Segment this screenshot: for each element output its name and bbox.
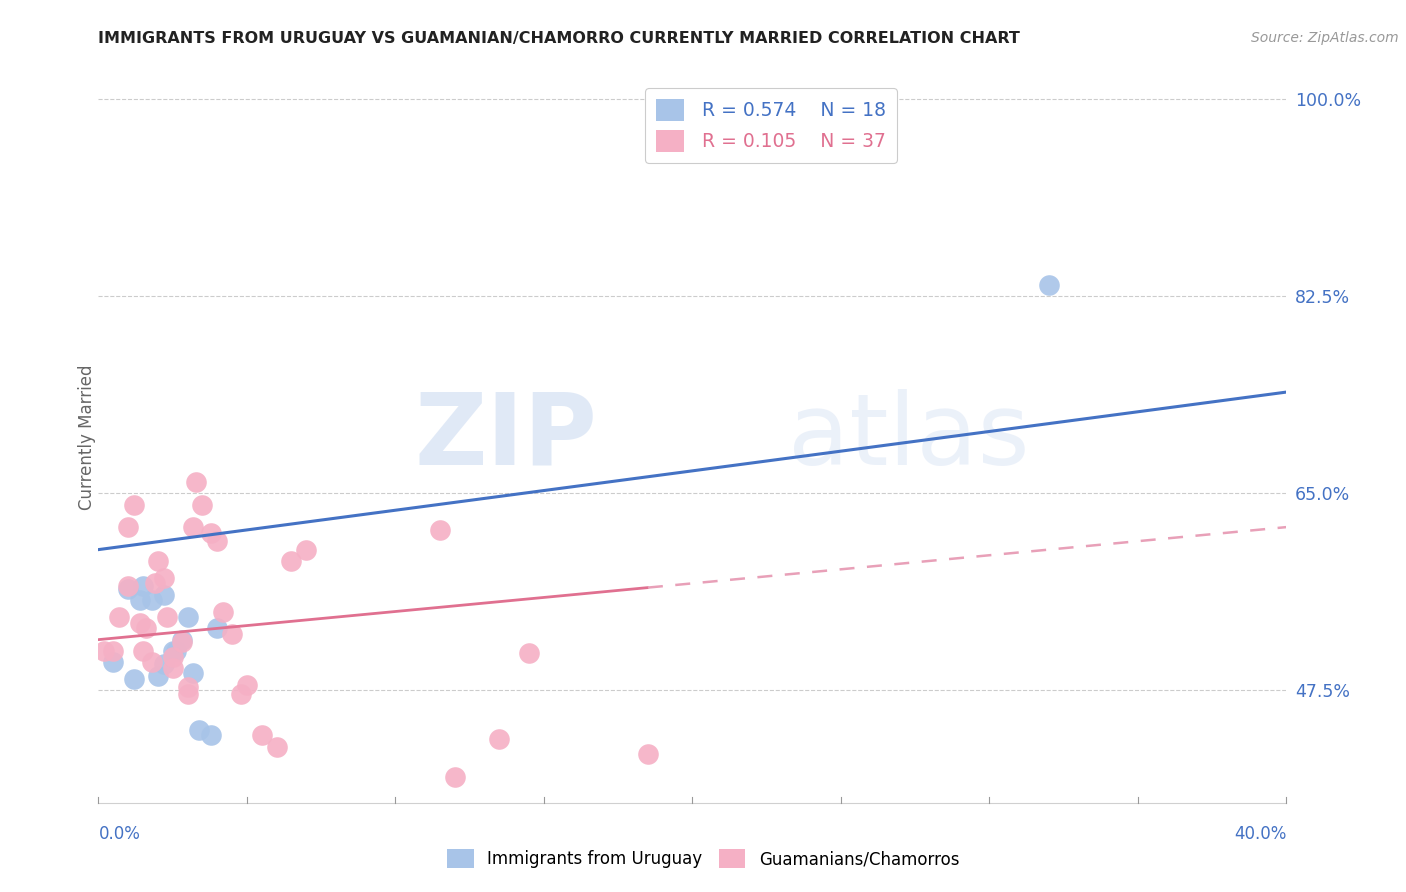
Point xyxy=(207,533,229,548)
Legend: Immigrants from Uruguay, Guamanians/Chamorros: Immigrants from Uruguay, Guamanians/Cham… xyxy=(440,843,966,875)
Point xyxy=(517,646,540,660)
Point xyxy=(141,655,163,669)
Legend:  R = 0.574    N = 18,  R = 0.105    N = 37: R = 0.574 N = 18, R = 0.105 N = 37 xyxy=(645,88,897,163)
Point xyxy=(176,680,198,694)
Point xyxy=(183,520,205,534)
Point xyxy=(146,668,169,682)
Point xyxy=(146,554,169,568)
Y-axis label: Currently Married: Currently Married xyxy=(79,364,96,510)
Point xyxy=(170,632,193,647)
Point xyxy=(188,723,211,737)
Point xyxy=(266,739,288,754)
Point xyxy=(183,666,205,681)
Point xyxy=(229,687,252,701)
Point xyxy=(103,655,125,669)
Point xyxy=(132,644,155,658)
Point xyxy=(152,657,174,672)
Text: ZIP: ZIP xyxy=(415,389,598,485)
Point xyxy=(200,728,222,742)
Point xyxy=(122,498,145,512)
Point xyxy=(207,621,229,635)
Point xyxy=(488,731,510,746)
Point xyxy=(152,588,174,602)
Point xyxy=(141,593,163,607)
Point xyxy=(103,644,125,658)
Point xyxy=(129,593,152,607)
Point xyxy=(117,579,139,593)
Point xyxy=(250,728,273,742)
Text: 40.0%: 40.0% xyxy=(1234,825,1286,843)
Point xyxy=(176,687,198,701)
Point xyxy=(191,498,214,512)
Text: IMMIGRANTS FROM URUGUAY VS GUAMANIAN/CHAMORRO CURRENTLY MARRIED CORRELATION CHAR: IMMIGRANTS FROM URUGUAY VS GUAMANIAN/CHA… xyxy=(98,31,1021,46)
Point xyxy=(122,672,145,686)
Point xyxy=(143,576,166,591)
Point xyxy=(429,524,451,538)
Point xyxy=(162,644,184,658)
Point xyxy=(200,525,222,540)
Point xyxy=(170,635,193,649)
Point xyxy=(162,661,184,675)
Text: 0.0%: 0.0% xyxy=(98,825,141,843)
Point xyxy=(186,475,208,489)
Point xyxy=(135,621,157,635)
Point xyxy=(132,579,155,593)
Point xyxy=(295,542,318,557)
Point xyxy=(93,644,115,658)
Point xyxy=(176,610,198,624)
Point xyxy=(117,582,139,596)
Text: atlas: atlas xyxy=(787,389,1029,485)
Point xyxy=(129,615,152,630)
Point xyxy=(165,644,187,658)
Point xyxy=(108,610,131,624)
Point xyxy=(1038,278,1060,293)
Point xyxy=(443,770,465,784)
Point xyxy=(280,554,302,568)
Point xyxy=(156,610,179,624)
Point xyxy=(637,747,659,762)
Point xyxy=(212,605,235,619)
Point xyxy=(221,627,243,641)
Point xyxy=(162,649,184,664)
Point xyxy=(236,678,259,692)
Point xyxy=(152,571,174,585)
Text: Source: ZipAtlas.com: Source: ZipAtlas.com xyxy=(1251,31,1399,45)
Point xyxy=(117,520,139,534)
